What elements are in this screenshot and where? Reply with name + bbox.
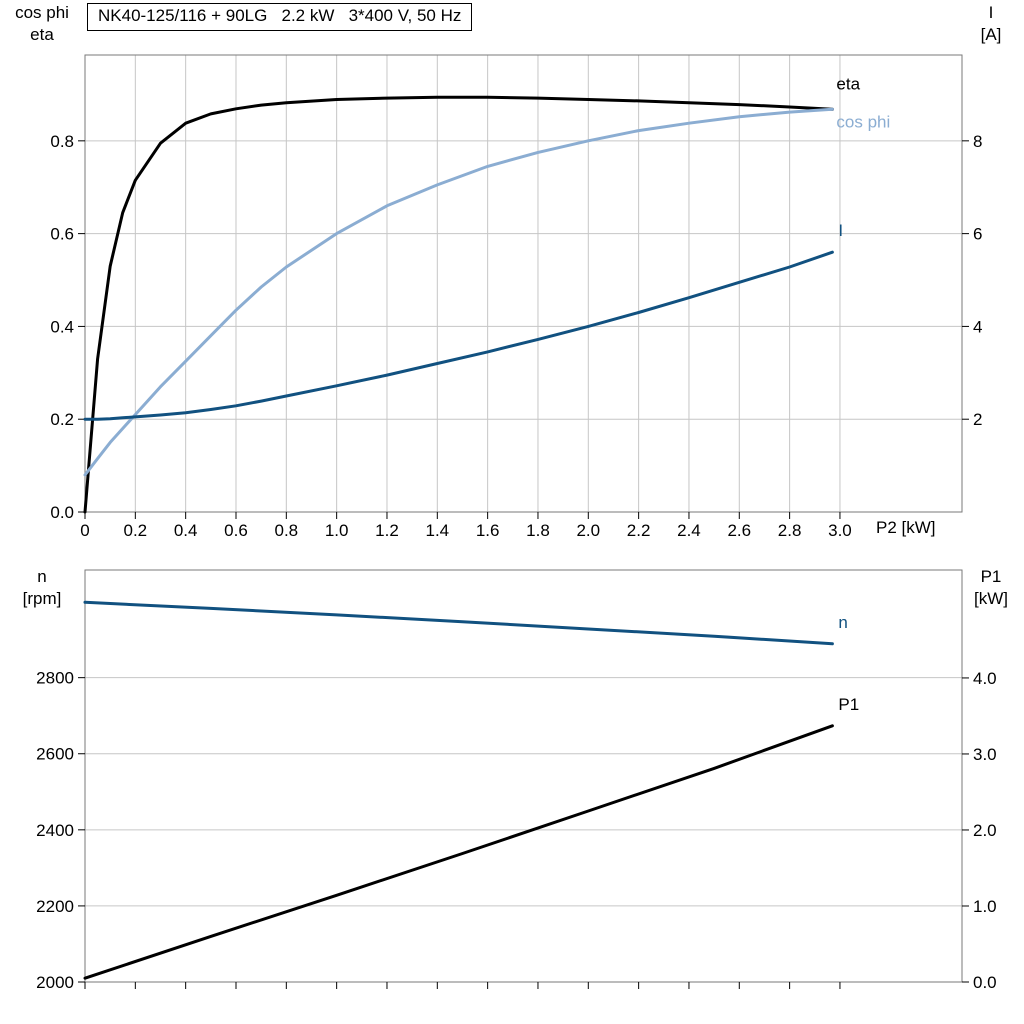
plot-border [84, 569, 963, 983]
bottom-left-axis-title: n [rpm] [2, 566, 82, 610]
top-left-axis-title: cos phi eta [2, 2, 82, 46]
y-left-tick-label: 0.6 [50, 225, 74, 244]
series-label-eta: eta [836, 74, 860, 93]
y-left-tick-label: 0.2 [50, 410, 74, 429]
x-tick-label: 1.4 [425, 521, 449, 540]
series-curve-eta [83, 95, 834, 514]
x-tick-label: 0 [80, 521, 89, 540]
x-tick-label: 2.2 [627, 521, 651, 540]
x-tick-label: 0.2 [124, 521, 148, 540]
plot-border [84, 54, 963, 513]
y-right-tick-label: 6 [973, 225, 982, 244]
y-left-tick-label: 0.4 [50, 317, 74, 336]
axis-title-p1-unit: [kW] [974, 589, 1008, 608]
chart-title: NK40-125/116 + 90LG 2.2 kW 3*400 V, 50 H… [87, 3, 473, 31]
axis-title-speed: n [37, 567, 47, 586]
y-left-tick-label: 2000 [36, 973, 74, 992]
y-right-tick-label: 2.0 [973, 821, 997, 840]
x-tick-label: 2.0 [576, 521, 600, 540]
y-right-tick-label: 0.0 [973, 973, 997, 992]
series-curve-cos phi [83, 107, 834, 477]
bottom-right-axis-title: P1 [kW] [960, 566, 1022, 610]
y-left-tick-label: 2200 [36, 897, 74, 916]
x-tick-label: 0.4 [174, 521, 198, 540]
x-axis-title: P2 [kW] [876, 518, 936, 537]
x-tick-label: 1.8 [526, 521, 550, 540]
x-tick-label: 2.6 [727, 521, 751, 540]
y-right-tick-label: 8 [973, 132, 982, 151]
x-tick-label: 3.0 [828, 521, 852, 540]
y-right-tick-label: 3.0 [973, 745, 997, 764]
series-curve-n [83, 600, 834, 646]
y-right-tick-label: 1.0 [973, 897, 997, 916]
top-right-axis-title: I [A] [960, 2, 1022, 46]
axis-title-speed-unit: [rpm] [22, 589, 62, 608]
x-tick-label: 1.2 [375, 521, 399, 540]
series-label-P1: P1 [838, 695, 859, 714]
x-tick-label: 0.6 [224, 521, 248, 540]
x-tick-label: 1.0 [325, 521, 349, 540]
y-right-tick-label: 4.0 [973, 669, 997, 688]
axis-title-cosphi: cos phi [15, 3, 69, 22]
axis-title-p1: P1 [980, 567, 1002, 586]
axis-title-eta: eta [30, 25, 54, 44]
y-left-tick-label: 2400 [36, 821, 74, 840]
y-left-tick-label: 0.0 [50, 503, 74, 522]
series-curve-P1 [83, 724, 834, 980]
x-tick-label: 0.8 [274, 521, 298, 540]
axis-title-current: I [988, 3, 994, 22]
y-right-tick-label: 2 [973, 410, 982, 429]
y-left-tick-label: 0.8 [50, 132, 74, 151]
x-tick-label: 2.4 [677, 521, 701, 540]
series-label-n: n [838, 613, 847, 632]
series-curve-I [83, 250, 834, 421]
x-tick-label: 2.8 [778, 521, 802, 540]
series-label-I: I [838, 221, 843, 240]
y-left-tick-label: 2800 [36, 669, 74, 688]
x-tick-label: 1.6 [476, 521, 500, 540]
y-right-tick-label: 4 [973, 317, 982, 336]
y-left-tick-label: 2600 [36, 745, 74, 764]
axis-title-current-unit: [A] [980, 25, 1002, 44]
series-label-cos phi: cos phi [836, 112, 890, 131]
